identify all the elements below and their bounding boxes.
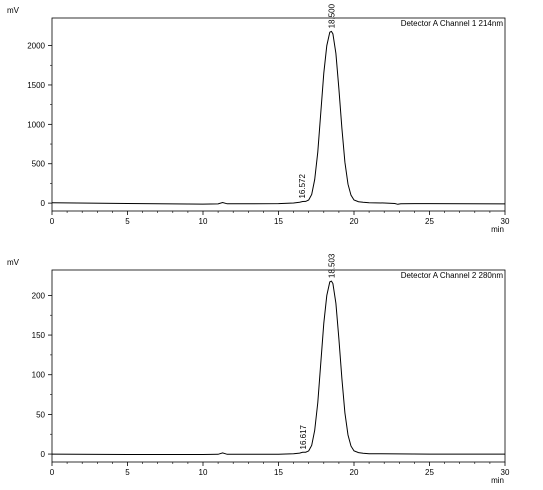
x-tick-label: 20 [350, 217, 359, 226]
y-axis-label: mV [7, 6, 20, 15]
series-line [51, 280, 505, 455]
x-tick-label: 10 [199, 217, 208, 226]
peak-label: 18.503 [327, 253, 336, 278]
plot-frame [51, 17, 506, 212]
peak-label: 18.500 [327, 3, 336, 28]
x-tick-label: 10 [199, 468, 208, 477]
legend-entry: Detector A Channel 2 280nm [401, 271, 504, 280]
y-tick-label: 1500 [27, 81, 45, 90]
y-tick-label: 500 [32, 160, 46, 169]
x-tick-label: 15 [274, 468, 283, 477]
x-tick-label: 30 [501, 468, 510, 477]
x-tick-label: 15 [274, 217, 283, 226]
y-tick-label: 1000 [27, 120, 45, 129]
x-axis-label: min [491, 476, 504, 485]
y-tick-label: 0 [41, 450, 46, 459]
x-tick-label: 30 [501, 217, 510, 226]
y-axis-label: mV [7, 258, 20, 267]
x-axis-label: min [491, 225, 504, 234]
x-tick-label: 25 [425, 217, 434, 226]
peak-label: 16.617 [299, 424, 308, 449]
x-tick-label: 5 [125, 468, 130, 477]
series-line [51, 30, 506, 205]
y-tick-label: 100 [32, 371, 46, 380]
x-tick-label: 0 [50, 468, 55, 477]
y-tick-label: 150 [32, 331, 46, 340]
x-tick-label: 20 [350, 468, 359, 477]
x-tick-label: 5 [125, 217, 130, 226]
chart-1: mV min Detector A Channel 1 214nm 0 500 1000 1… [7, 3, 510, 234]
peak-label: 16.572 [298, 174, 307, 199]
x-tick-label: 0 [50, 217, 55, 226]
legend-entry: Detector A Channel 1 214nm [401, 19, 504, 28]
y-tick-label: 2000 [27, 42, 45, 51]
plot-frame [51, 269, 506, 463]
y-tick-label: 200 [32, 291, 46, 300]
y-tick-label: 0 [41, 199, 46, 208]
x-tick-label: 25 [425, 468, 434, 477]
y-tick-label: 50 [36, 410, 45, 419]
